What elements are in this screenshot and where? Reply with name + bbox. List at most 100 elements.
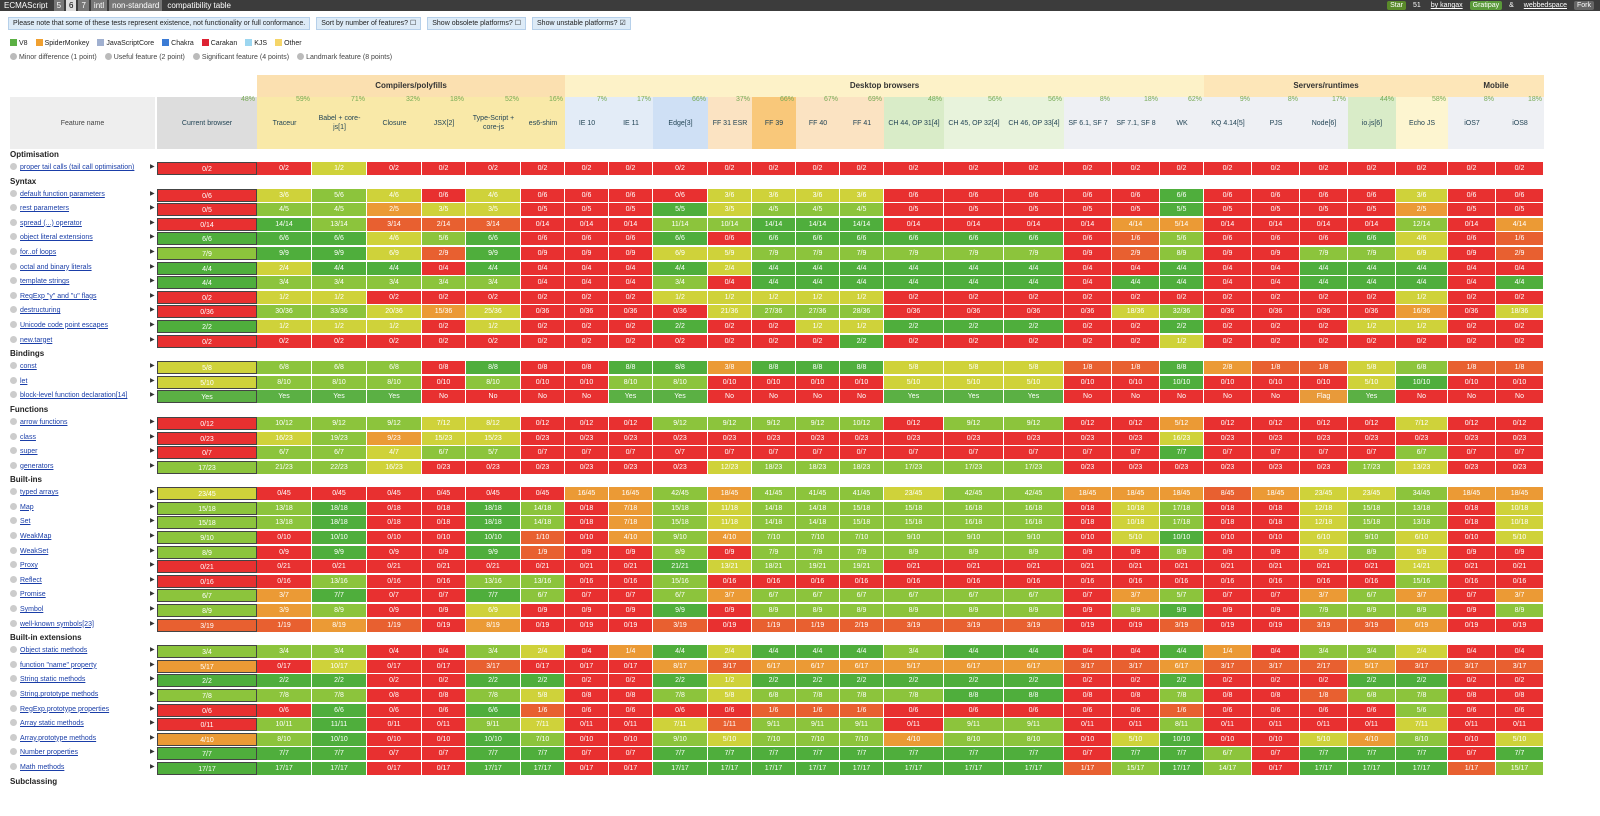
feature-link[interactable]: WeakSet xyxy=(20,547,49,555)
expand-arrow-icon[interactable]: ▶ xyxy=(150,462,155,469)
top-link[interactable]: by kangax xyxy=(1430,2,1463,9)
column-header[interactable]: 48% CH 44, OP 31[4] xyxy=(884,96,944,149)
expand-arrow-icon[interactable]: ▶ xyxy=(150,263,155,270)
expand-arrow-icon[interactable]: ▶ xyxy=(150,248,155,255)
feature-info-icon[interactable] xyxy=(10,461,17,469)
feature-info-icon[interactable] xyxy=(10,163,17,170)
feature-link[interactable]: new.target xyxy=(20,336,53,344)
expand-arrow-icon[interactable]: ▶ xyxy=(150,234,155,241)
feature-info-icon[interactable] xyxy=(10,719,17,727)
sort-toggle[interactable]: Sort by number of features? ☐ xyxy=(316,17,422,30)
expand-arrow-icon[interactable]: ▶ xyxy=(150,691,155,697)
expand-arrow-icon[interactable]: ▶ xyxy=(150,219,155,226)
feature-info-icon[interactable] xyxy=(10,619,17,627)
feature-info-icon[interactable] xyxy=(10,704,17,712)
feature-info-icon[interactable] xyxy=(10,432,17,440)
feature-link[interactable]: class xyxy=(20,433,36,441)
expand-arrow-icon[interactable]: ▶ xyxy=(150,448,155,455)
column-header[interactable]: 69% FF 41 xyxy=(840,96,884,149)
feature-info-icon[interactable] xyxy=(10,277,17,285)
feature-info-icon[interactable] xyxy=(10,646,17,654)
expand-arrow-icon[interactable]: ▶ xyxy=(150,676,155,683)
feature-info-icon[interactable] xyxy=(10,218,17,226)
feature-info-icon[interactable] xyxy=(10,675,17,683)
feature-info-icon[interactable] xyxy=(10,532,17,540)
expand-arrow-icon[interactable]: ▶ xyxy=(150,606,155,613)
expand-arrow-icon[interactable]: ▶ xyxy=(150,278,155,285)
feature-link[interactable]: function "name" property xyxy=(20,661,97,669)
feature-info-icon[interactable] xyxy=(10,320,17,328)
feature-link[interactable]: proper tail calls (tail call optimisatio… xyxy=(20,164,135,171)
expand-arrow-icon[interactable]: ▶ xyxy=(150,591,155,598)
expand-arrow-icon[interactable]: ▶ xyxy=(150,576,155,583)
feature-link[interactable]: Map xyxy=(20,503,34,511)
feature-link[interactable]: Unicode code point escapes xyxy=(20,321,108,329)
feature-link[interactable]: Number properties xyxy=(20,749,78,757)
feature-link[interactable]: RegExp "y" and "u" flags xyxy=(20,292,97,300)
expand-arrow-icon[interactable]: ▶ xyxy=(150,734,155,741)
column-header[interactable]: 8% iOS7 xyxy=(1448,96,1496,149)
feature-info-icon[interactable] xyxy=(10,391,17,399)
expand-arrow-icon[interactable]: ▶ xyxy=(150,418,155,425)
feature-link[interactable]: Object static methods xyxy=(20,647,88,655)
feature-info-icon[interactable] xyxy=(10,488,17,496)
expand-arrow-icon[interactable]: ▶ xyxy=(150,647,155,654)
column-header[interactable]: 17% IE 11 xyxy=(609,96,653,149)
column-header[interactable]: 8% SF 6.1, SF 7 xyxy=(1064,96,1112,149)
expand-arrow-icon[interactable]: ▶ xyxy=(150,562,155,569)
expand-arrow-icon[interactable]: ▶ xyxy=(150,363,155,370)
expand-arrow-icon[interactable]: ▶ xyxy=(150,661,155,668)
expand-arrow-icon[interactable]: ▶ xyxy=(150,705,155,712)
version-tab[interactable]: intl xyxy=(90,0,108,11)
feature-info-icon[interactable] xyxy=(10,748,17,756)
feature-info-icon[interactable] xyxy=(10,262,17,270)
feature-info-icon[interactable] xyxy=(10,233,17,241)
column-header[interactable]: 66% Edge[3] xyxy=(653,96,708,149)
expand-arrow-icon[interactable]: ▶ xyxy=(150,377,155,384)
top-link[interactable]: Fork xyxy=(1574,1,1594,10)
feature-link[interactable]: octal and binary literals xyxy=(20,263,92,271)
expand-arrow-icon[interactable]: ▶ xyxy=(150,518,155,525)
column-header[interactable]: 62% WK xyxy=(1160,96,1204,149)
expand-arrow-icon[interactable]: ▶ xyxy=(150,503,155,510)
feature-link[interactable]: block-level function declaration[14] xyxy=(20,392,128,400)
column-header[interactable]: 48% Current browser xyxy=(157,96,257,149)
column-header[interactable]: 9% KQ 4.14[5] xyxy=(1204,96,1252,149)
feature-link[interactable]: Promise xyxy=(20,591,46,599)
feature-link[interactable]: default function parameters xyxy=(20,190,105,198)
feature-link[interactable]: Array.prototype methods xyxy=(20,734,97,742)
feature-link[interactable]: Reflect xyxy=(20,576,42,584)
feature-info-icon[interactable] xyxy=(10,762,17,770)
feature-link[interactable]: Math methods xyxy=(20,763,65,771)
column-header[interactable]: 16% es6-shim xyxy=(521,96,565,149)
expand-arrow-icon[interactable]: ▶ xyxy=(150,533,155,540)
feature-info-icon[interactable] xyxy=(10,417,17,425)
version-tab[interactable]: 5 xyxy=(53,0,65,11)
feature-info-icon[interactable] xyxy=(10,306,17,314)
expand-arrow-icon[interactable]: ▶ xyxy=(150,763,155,770)
feature-link[interactable]: String.prototype methods xyxy=(20,691,99,698)
expand-arrow-icon[interactable]: ▶ xyxy=(150,307,155,314)
version-tab[interactable]: non-standard xyxy=(109,0,163,11)
feature-link[interactable]: spread (...) operator xyxy=(20,219,82,227)
feature-info-icon[interactable] xyxy=(10,690,17,697)
expand-arrow-icon[interactable]: ▶ xyxy=(150,620,155,627)
feature-info-icon[interactable] xyxy=(10,546,17,554)
column-header[interactable]: 18% iOS8 xyxy=(1496,96,1544,149)
feature-link[interactable]: object literal extensions xyxy=(20,234,93,242)
column-header[interactable]: 67% FF 40 xyxy=(796,96,840,149)
column-header[interactable]: 66% FF 39 xyxy=(752,96,796,149)
feature-info-icon[interactable] xyxy=(10,247,17,255)
column-header[interactable]: 32% Closure xyxy=(367,96,422,149)
column-header[interactable]: 56% CH 45, OP 32[4] xyxy=(944,96,1004,149)
column-header[interactable]: 18% JSX[2] xyxy=(422,96,466,149)
feature-link[interactable]: Proxy xyxy=(20,562,38,570)
expand-arrow-icon[interactable]: ▶ xyxy=(150,205,155,212)
feature-link[interactable]: typed arrays xyxy=(20,489,59,497)
feature-link[interactable]: template strings xyxy=(20,278,70,286)
column-header[interactable]: 58% Echo JS xyxy=(1396,96,1448,149)
top-link[interactable]: Star xyxy=(1387,1,1406,10)
feature-info-icon[interactable] xyxy=(10,362,17,370)
column-header[interactable]: 7% IE 10 xyxy=(565,96,609,149)
top-link[interactable]: webbedspace xyxy=(1523,2,1567,9)
